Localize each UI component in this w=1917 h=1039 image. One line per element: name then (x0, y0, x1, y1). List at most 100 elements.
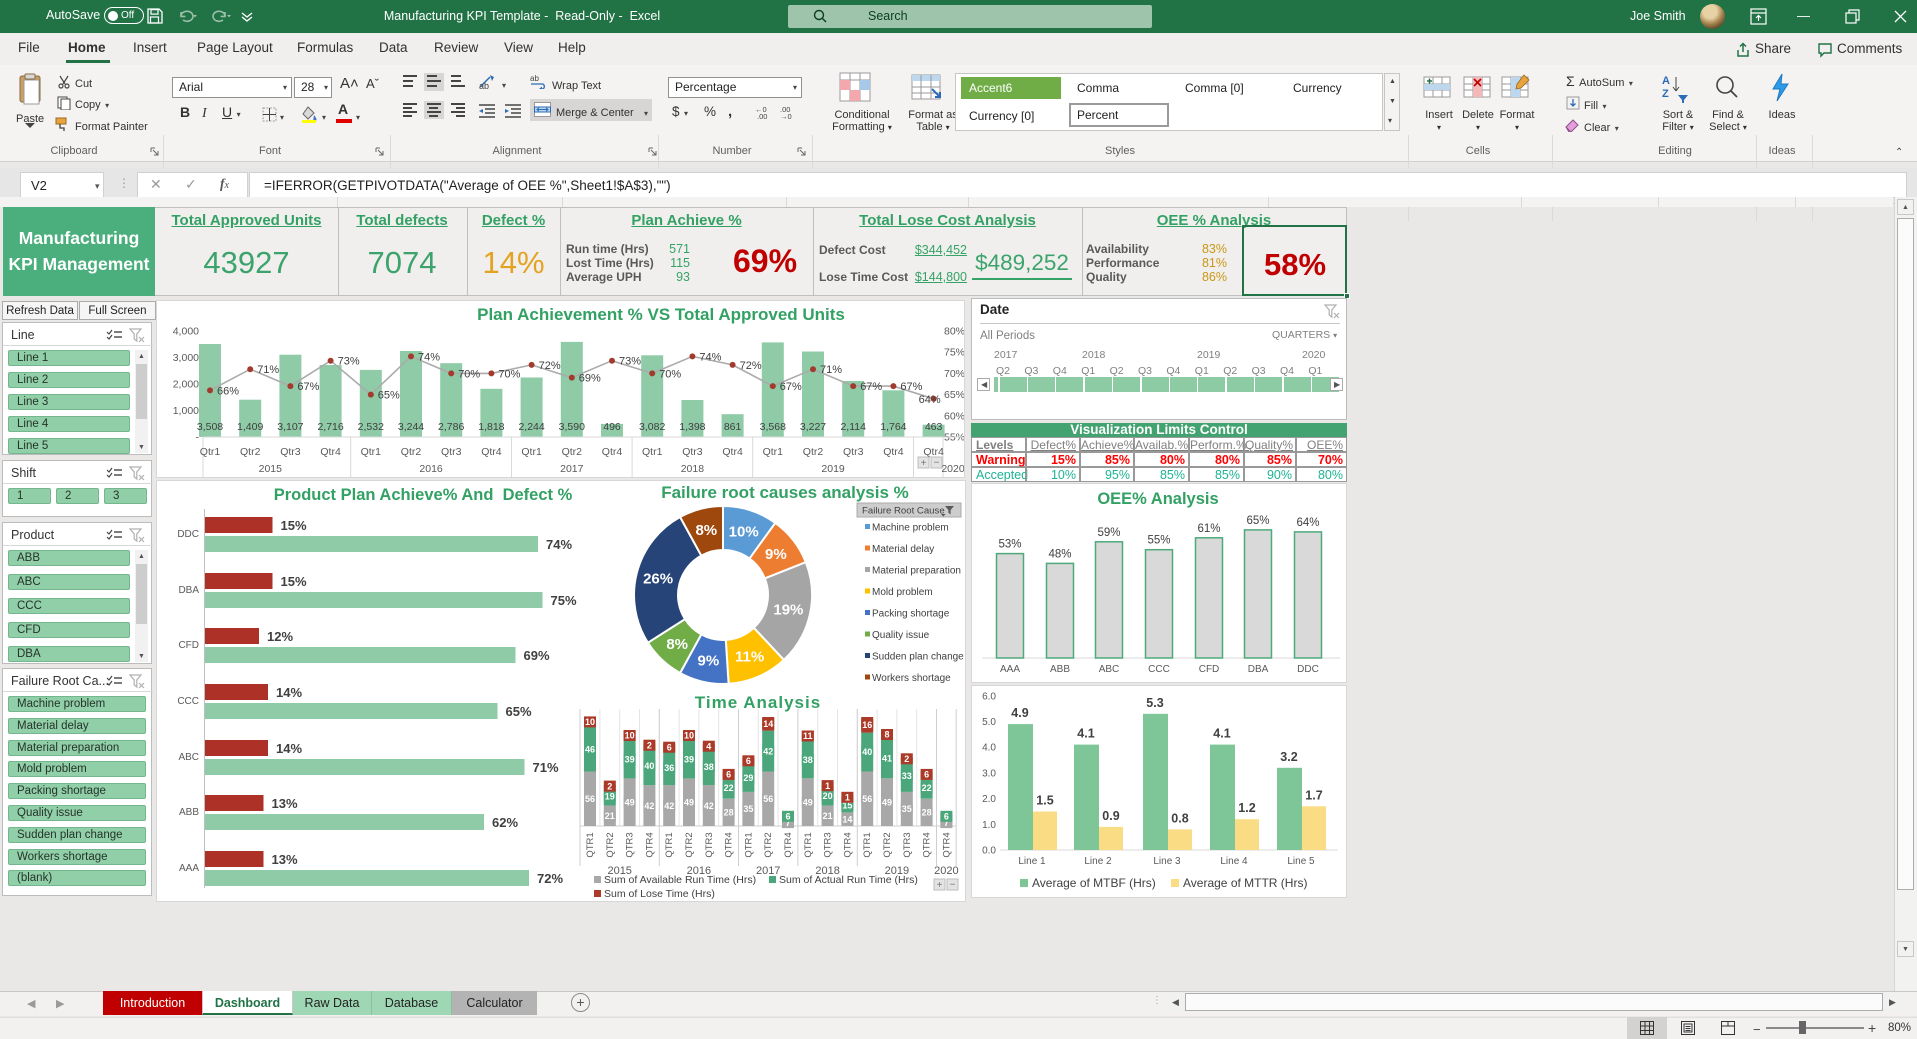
svg-text:2015: 2015 (607, 865, 631, 877)
svg-text:.00: .00 (780, 105, 790, 114)
svg-text:Sudden plan change: Sudden plan change (872, 652, 964, 663)
svg-text:72%: 72% (537, 871, 563, 886)
svg-text:QTR4: QTR4 (724, 832, 735, 857)
svg-text:2,716: 2,716 (317, 421, 343, 433)
svg-text:53%: 53% (998, 539, 1021, 551)
svg-text:861: 861 (724, 421, 742, 433)
svg-text:70%: 70% (944, 368, 965, 380)
svg-text:463: 463 (925, 421, 943, 433)
svg-text:42: 42 (704, 801, 714, 811)
svg-text:62%: 62% (492, 815, 518, 830)
svg-text:33: 33 (902, 771, 912, 781)
svg-text:QTR3: QTR3 (704, 832, 715, 857)
svg-text:4.0: 4.0 (982, 743, 996, 754)
svg-text:Qtr4: Qtr4 (320, 446, 341, 458)
svg-text:←0: ←0 (755, 105, 767, 114)
svg-text:5.3: 5.3 (1146, 696, 1163, 710)
svg-text:60%: 60% (944, 410, 965, 422)
svg-text:2,532: 2,532 (358, 421, 384, 433)
svg-text:42: 42 (763, 746, 773, 756)
svg-text:42: 42 (644, 801, 654, 811)
svg-text:QTR4: QTR4 (941, 832, 952, 857)
svg-text:DDC: DDC (1297, 664, 1319, 675)
svg-text:6: 6 (667, 742, 672, 752)
svg-text:21: 21 (823, 811, 833, 821)
svg-text:ABB: ABB (179, 807, 199, 818)
svg-text:Qtr2: Qtr2 (401, 446, 422, 458)
svg-text:ab: ab (479, 81, 489, 91)
svg-text:8: 8 (884, 730, 889, 740)
svg-text:Qtr1: Qtr1 (200, 446, 221, 458)
svg-text:74%: 74% (699, 351, 721, 363)
svg-text:1,764: 1,764 (880, 421, 906, 433)
svg-text:Line 3: Line 3 (1153, 856, 1181, 867)
svg-text:74%: 74% (418, 351, 440, 363)
svg-text:40: 40 (862, 747, 872, 757)
svg-text:Mold problem: Mold problem (872, 587, 933, 598)
svg-text:3,508: 3,508 (197, 421, 223, 433)
svg-text:→0: →0 (780, 112, 792, 120)
svg-text:Machine problem: Machine problem (872, 523, 949, 534)
svg-text:Material preparation: Material preparation (872, 566, 961, 577)
svg-text:Qtr2: Qtr2 (562, 446, 583, 458)
svg-text:3.0: 3.0 (982, 768, 996, 779)
svg-text:Qtr1: Qtr1 (361, 446, 382, 458)
svg-text:64%: 64% (1296, 517, 1319, 529)
svg-text:80%: 80% (944, 326, 965, 338)
svg-text:Qtr3: Qtr3 (280, 446, 301, 458)
svg-text:36: 36 (664, 763, 674, 773)
svg-text:2,000: 2,000 (173, 379, 199, 391)
svg-text:2017: 2017 (756, 865, 780, 877)
svg-text:75%: 75% (551, 593, 577, 608)
svg-text:15%: 15% (281, 574, 307, 589)
svg-text:2016: 2016 (419, 463, 443, 475)
svg-text:1: 1 (845, 793, 850, 803)
svg-text:Qtr4: Qtr4 (481, 446, 502, 458)
svg-text:3,590: 3,590 (559, 421, 585, 433)
svg-text:Quality issue: Quality issue (872, 630, 930, 641)
svg-text:71%: 71% (820, 364, 842, 376)
svg-text:65%: 65% (1246, 515, 1269, 527)
svg-text:8%: 8% (666, 636, 688, 653)
svg-text:AAA: AAA (1000, 664, 1020, 675)
svg-text:-: - (196, 432, 200, 444)
svg-text:3,000: 3,000 (173, 352, 199, 364)
svg-text:496: 496 (603, 421, 621, 433)
svg-text:70%: 70% (659, 368, 681, 380)
svg-text:7: 7 (944, 818, 949, 828)
svg-text:2,114: 2,114 (840, 421, 866, 433)
svg-text:14: 14 (842, 814, 852, 824)
svg-text:QTR2: QTR2 (605, 832, 616, 857)
svg-text:0.8: 0.8 (1171, 811, 1188, 825)
svg-text:49: 49 (803, 797, 813, 807)
svg-text:4.9: 4.9 (1011, 706, 1028, 720)
svg-text:ab: ab (530, 74, 539, 83)
svg-text:7: 7 (785, 818, 790, 828)
svg-text:QTR1: QTR1 (862, 832, 873, 857)
svg-text:1,398: 1,398 (679, 421, 705, 433)
svg-text:Workers shortage: Workers shortage (872, 673, 951, 684)
svg-text:OEE% Analysis: OEE% Analysis (1097, 490, 1218, 508)
svg-text:QTR4: QTR4 (783, 832, 794, 857)
svg-text:0.9: 0.9 (1102, 809, 1119, 823)
svg-text:59%: 59% (1097, 527, 1120, 539)
svg-text:38: 38 (704, 762, 714, 772)
svg-text:QTR1: QTR1 (664, 832, 675, 857)
svg-text:Sum of Actual Run Time (Hrs): Sum of Actual Run Time (Hrs) (779, 874, 918, 886)
svg-text:4.1: 4.1 (1077, 727, 1094, 741)
svg-text:2.0: 2.0 (982, 794, 996, 805)
svg-text:13%: 13% (272, 796, 298, 811)
svg-text:Qtr4: Qtr4 (923, 446, 944, 458)
svg-text:1,818: 1,818 (478, 421, 504, 433)
svg-text:12%: 12% (267, 629, 293, 644)
svg-text:56: 56 (585, 794, 595, 804)
svg-text:Qtr1: Qtr1 (642, 446, 663, 458)
svg-text:65%: 65% (944, 389, 965, 401)
svg-text:28: 28 (724, 808, 734, 818)
svg-text:DBA: DBA (178, 585, 199, 596)
svg-text:9%: 9% (698, 652, 720, 669)
svg-text:2: 2 (647, 740, 652, 750)
svg-text:65%: 65% (506, 704, 532, 719)
svg-text:1,000: 1,000 (173, 405, 199, 417)
svg-text:38: 38 (803, 755, 813, 765)
